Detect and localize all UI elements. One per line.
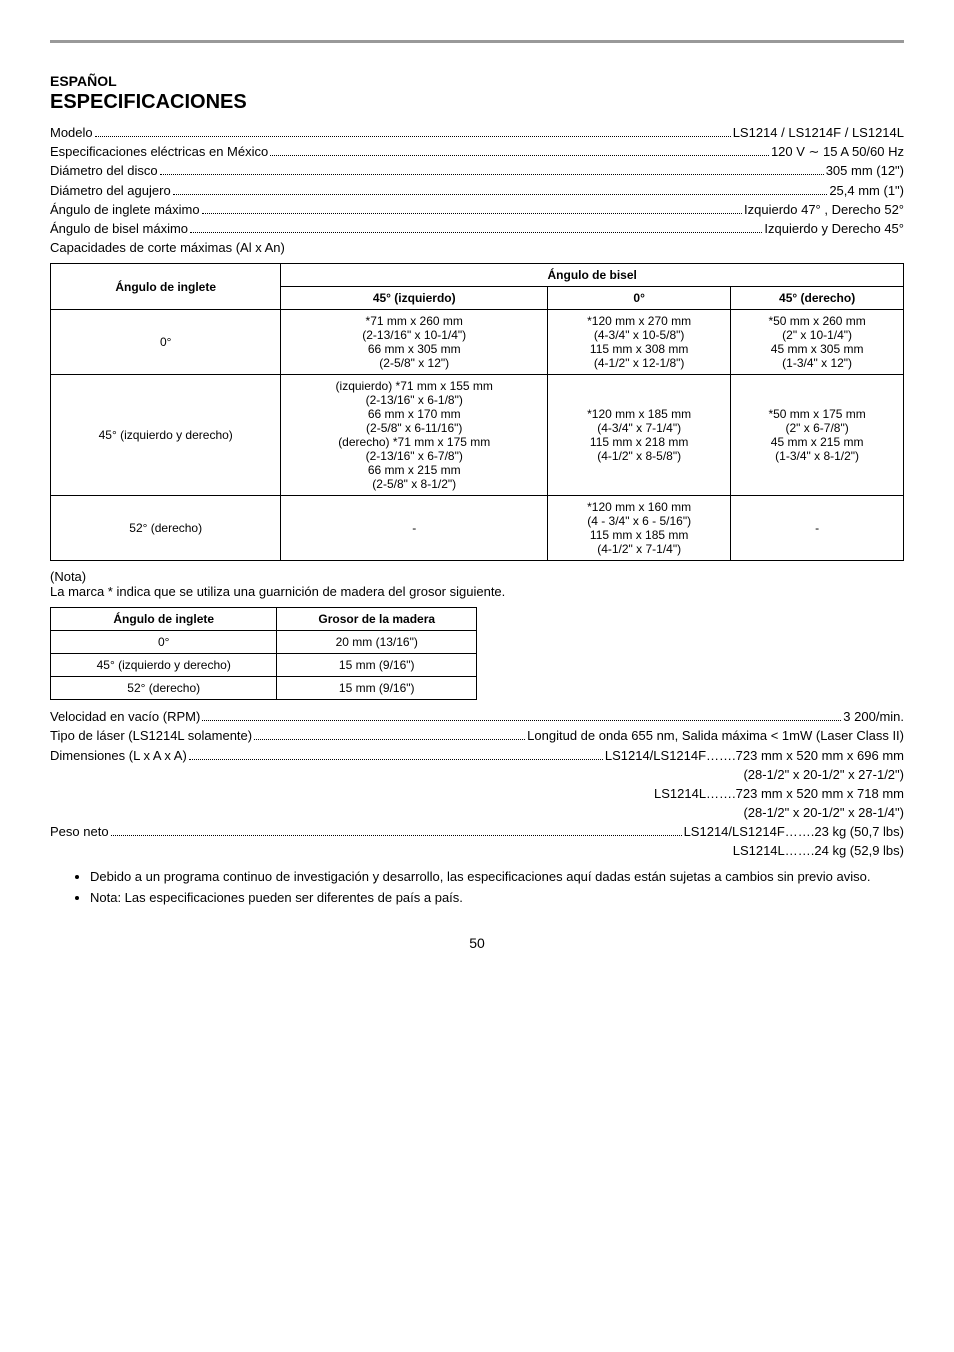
specs-top-list: ModeloLS1214 / LS1214F / LS1214LEspecifi… — [50, 124, 904, 238]
table-cell: (izquierdo) *71 mm x 155 mm (2-13/16" x … — [281, 375, 548, 496]
table-cell: *120 mm x 270 mm (4-3/4" x 10-5/8") 115 … — [548, 310, 731, 375]
table-cell: 20 mm (13/16") — [277, 631, 477, 654]
main-th-col2: 0° — [548, 287, 731, 310]
peso-row: Peso neto LS1214/LS1214F…….23 kg (50,7 l… — [50, 823, 904, 841]
list-item: Nota: Las especificaciones pueden ser di… — [90, 890, 904, 905]
right-aligned-value: (28-1/2" x 20-1/2" x 28-1/4") — [50, 804, 904, 822]
nota-title: (Nota) — [50, 569, 904, 584]
spec-label: Tipo de láser (LS1214L solamente) — [50, 727, 252, 745]
table-cell: *120 mm x 160 mm (4 - 3/4" x 6 - 5/16") … — [548, 496, 731, 561]
spec-row: Especificaciones eléctricas en México 120… — [50, 143, 904, 161]
spec-row: Velocidad en vacío (RPM) 3 200/min. — [50, 708, 904, 726]
spec-row: Ángulo de inglete máximo Izquierdo 47° , … — [50, 201, 904, 219]
table-cell: 52° (derecho) — [51, 677, 277, 700]
page-number: 50 — [50, 935, 904, 951]
main-capacity-table: Ángulo de inglete Ángulo de bisel 45° (i… — [50, 263, 904, 561]
dimensions-extra: (28-1/2" x 20-1/2" x 27-1/2")LS1214L…….7… — [50, 766, 904, 823]
table-cell: *71 mm x 260 mm (2-13/16" x 10-1/4") 66 … — [281, 310, 548, 375]
spec-label: Diámetro del disco — [50, 162, 158, 180]
dots-fill — [270, 145, 769, 156]
small-th-1: Ángulo de inglete — [51, 608, 277, 631]
table-cell: *50 mm x 260 mm (2" x 10-1/4") 45 mm x 3… — [731, 310, 904, 375]
spec-value: LS1214/LS1214F…….723 mm x 520 mm x 696 m… — [605, 747, 904, 765]
spec-label: Ángulo de inglete máximo — [50, 201, 200, 219]
dots-fill — [173, 183, 828, 194]
peso-extra: LS1214L…….24 kg (52,9 lbs) — [50, 842, 904, 860]
table-row: 0°20 mm (13/16") — [51, 631, 477, 654]
spec-row: Modelo LS1214 / LS1214F / LS1214L — [50, 124, 904, 142]
spec-value: Longitud de onda 655 nm, Salida máxima <… — [527, 727, 904, 745]
spec-value: 305 mm (12") — [826, 162, 904, 180]
notes-list: Debido a un programa continuo de investi… — [50, 869, 904, 905]
spec-value: 3 200/min. — [843, 708, 904, 726]
table-cell: *50 mm x 175 mm (2" x 6-7/8") 45 mm x 21… — [731, 375, 904, 496]
small-th-2: Grosor de la madera — [277, 608, 477, 631]
dots-fill — [189, 748, 603, 759]
peso-label: Peso neto — [50, 823, 109, 841]
table-cell: - — [281, 496, 548, 561]
spec-value: LS1214 / LS1214F / LS1214L — [733, 124, 904, 142]
grosor-table: Ángulo de inglete Grosor de la madera 0°… — [50, 607, 477, 700]
table-cell: 0° — [51, 631, 277, 654]
table-cell: 15 mm (9/16") — [277, 654, 477, 677]
peso-value: LS1214/LS1214F…….23 kg (50,7 lbs) — [684, 823, 904, 841]
table-row: 52° (derecho)15 mm (9/16") — [51, 677, 477, 700]
table-cell: 45° (izquierdo y derecho) — [51, 375, 281, 496]
spec-value: 120 V ∼ 15 A 50/60 Hz — [771, 143, 904, 161]
spec-value: Izquierdo 47° , Derecho 52° — [744, 201, 904, 219]
spec-value: Izquierdo y Derecho 45° — [764, 220, 904, 238]
spec-row: Diámetro del agujero 25,4 mm (1") — [50, 182, 904, 200]
page-title: ESPECIFICACIONES — [50, 91, 904, 114]
table-cell: 15 mm (9/16") — [277, 677, 477, 700]
spec-label: Especificaciones eléctricas en México — [50, 143, 268, 161]
main-th-bisel: Ángulo de bisel — [281, 264, 904, 287]
spec-label: Velocidad en vacío (RPM) — [50, 708, 200, 726]
spec-row: Diámetro del disco 305 mm (12") — [50, 162, 904, 180]
table-cell: - — [731, 496, 904, 561]
dots-fill — [160, 164, 824, 175]
table-row: 45° (izquierdo y derecho)(izquierdo) *71… — [51, 375, 904, 496]
spec-row: Ángulo de bisel máximo Izquierdo y Derech… — [50, 220, 904, 238]
right-aligned-value: LS1214L…….723 mm x 520 mm x 718 mm — [50, 785, 904, 803]
spec-label: Diámetro del agujero — [50, 182, 171, 200]
spec-label: Dimensiones (L x A x A) — [50, 747, 187, 765]
table-row: 45° (izquierdo y derecho)15 mm (9/16") — [51, 654, 477, 677]
table-row: 0°*71 mm x 260 mm (2-13/16" x 10-1/4") 6… — [51, 310, 904, 375]
header-rule — [50, 40, 904, 43]
dots-fill — [190, 222, 762, 233]
table-cell: 45° (izquierdo y derecho) — [51, 654, 277, 677]
dots-fill — [111, 825, 682, 836]
dots-fill — [202, 710, 841, 721]
capacidades-label: Capacidades de corte máximas (Al x An) — [50, 240, 904, 255]
spec-label: Modelo — [50, 124, 93, 142]
table-cell: 0° — [51, 310, 281, 375]
table-row: 52° (derecho)-*120 mm x 160 mm (4 - 3/4"… — [51, 496, 904, 561]
language-label: ESPAÑOL — [50, 73, 904, 89]
spec-row: Dimensiones (L x A x A) LS1214/LS1214F…….… — [50, 747, 904, 765]
dots-fill — [95, 126, 731, 137]
spec-label: Ángulo de bisel máximo — [50, 220, 188, 238]
main-th-col1: 45° (izquierdo) — [281, 287, 548, 310]
nota-text: La marca * indica que se utiliza una gua… — [50, 584, 904, 599]
dots-fill — [202, 202, 742, 213]
list-item: Debido a un programa continuo de investi… — [90, 869, 904, 884]
spec-row: Tipo de láser (LS1214L solamente) Longitu… — [50, 727, 904, 745]
right-aligned-value: LS1214L…….24 kg (52,9 lbs) — [50, 842, 904, 860]
main-th-col3: 45° (derecho) — [731, 287, 904, 310]
specs-bottom-list: Velocidad en vacío (RPM)3 200/min.Tipo d… — [50, 708, 904, 765]
dots-fill — [254, 729, 525, 740]
table-cell: 52° (derecho) — [51, 496, 281, 561]
main-th-inglete: Ángulo de inglete — [51, 264, 281, 310]
right-aligned-value: (28-1/2" x 20-1/2" x 27-1/2") — [50, 766, 904, 784]
spec-value: 25,4 mm (1") — [829, 182, 904, 200]
table-cell: *120 mm x 185 mm (4-3/4" x 7-1/4") 115 m… — [548, 375, 731, 496]
